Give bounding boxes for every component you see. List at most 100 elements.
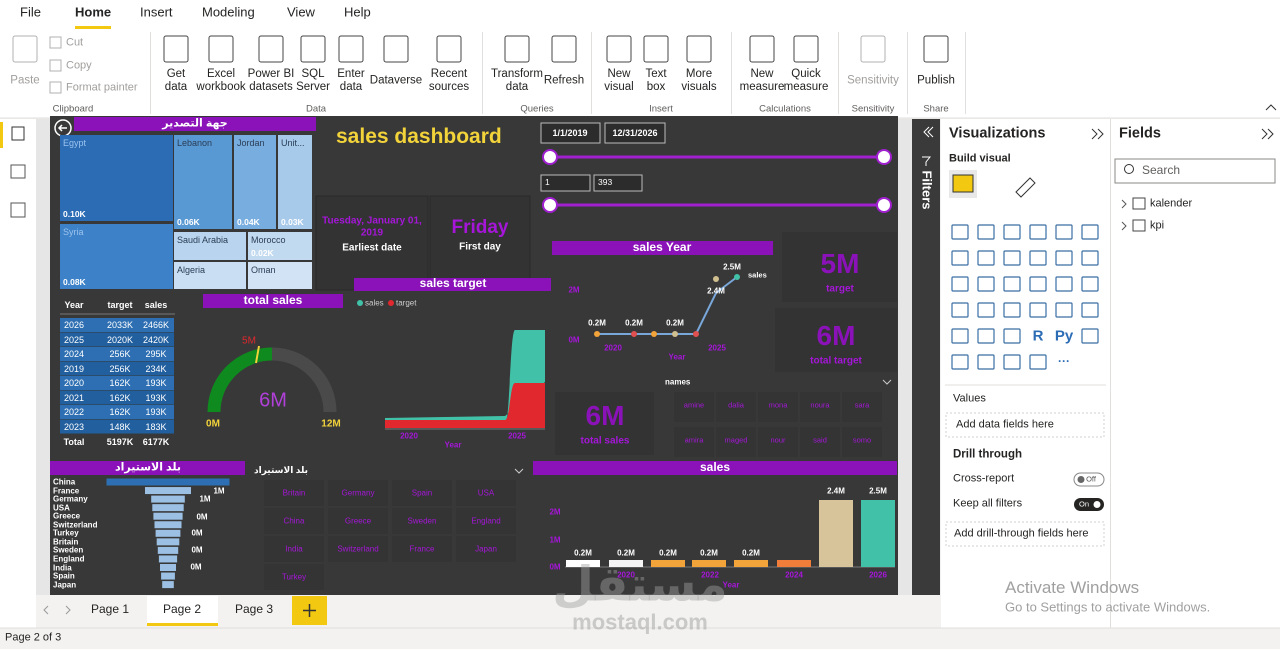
ribbon-button[interactable]: Copy [66,59,92,72]
slicer-tile [328,480,388,506]
expand-kalender[interactable] [1121,199,1127,209]
ribbon-tab[interactable]: View [287,4,315,20]
date-end[interactable]: 12/31/2026 [612,127,658,138]
slicer-item[interactable]: Sweden [407,516,437,526]
active-page-tab[interactable] [147,596,218,624]
slicer-chevron[interactable] [514,468,524,474]
slicer-item[interactable]: China [283,516,305,526]
slicer-item[interactable]: France [409,544,435,554]
slicer-item[interactable]: noura [810,400,830,410]
ribbon-button[interactable]: Enter data [337,67,365,93]
next-page[interactable] [65,605,71,615]
ribbon-button[interactable]: Sensitivity [847,74,899,87]
report-view-icon[interactable] [11,126,25,141]
data-view-icon[interactable] [10,164,26,179]
slicer-item[interactable]: dalia [728,400,744,410]
ribbon-button[interactable]: Quick measure [783,67,829,93]
fields-collapse-2[interactable] [1267,128,1274,140]
ribbon-button[interactable]: Excel workbook [196,67,246,93]
slicer-item[interactable]: mona [768,400,788,410]
date-start[interactable]: 1/1/2019 [552,127,588,138]
ribbon-button[interactable]: New measure [739,67,785,93]
filters-expand-2[interactable] [927,126,934,138]
table-row [60,376,174,390]
expand-kpi[interactable] [1121,221,1127,231]
slicer-item[interactable]: India [285,544,303,554]
ribbon-tab[interactable]: Modeling [202,4,255,20]
ribbon-button[interactable]: Text box [645,67,667,93]
well-placeholder[interactable]: Add data fields here [956,418,1054,431]
ribbon-tab[interactable]: File [20,4,41,20]
field-table[interactable]: kalender [1150,197,1193,210]
slicer-item[interactable]: Turkey [281,572,307,582]
format-visual-icon[interactable] [1015,177,1036,198]
number-box[interactable] [593,174,643,192]
ribbon-button[interactable]: Publish [917,74,955,87]
slicer-item[interactable]: maged [724,435,748,445]
slicer-item[interactable]: said [813,435,827,445]
prev-page[interactable] [43,605,49,615]
slicer-item[interactable]: somo [852,435,872,445]
ribbon-button[interactable]: Get data [164,67,188,93]
drill-well[interactable] [945,521,1105,547]
ribbon-button[interactable]: Transform data [491,67,543,93]
filters-title[interactable]: Filters [919,170,935,210]
tile-value: 0.10K [63,209,86,220]
ribbon-button[interactable]: Refresh [543,74,585,87]
visual-icon-text[interactable]: ··· [1058,354,1070,369]
slicer-item[interactable]: USA [477,488,495,498]
slider-handle[interactable] [876,197,892,213]
values-well[interactable] [945,412,1105,438]
filters-strip[interactable] [912,119,940,595]
search-placeholder[interactable]: Search [1142,163,1181,178]
field-table[interactable]: kpi [1150,219,1165,232]
ribbon-button[interactable]: Dataverse [369,74,423,87]
slicer-chevron[interactable] [882,379,892,385]
number-box[interactable] [540,174,591,192]
well-placeholder[interactable]: Add drill-through fields here [954,527,1089,540]
point-label: 0.2M [588,318,606,328]
slider-handle[interactable] [542,197,558,213]
ribbon-button[interactable]: New visual [604,67,634,93]
page-tab[interactable]: Page 1 [90,602,130,617]
slicer-item[interactable]: Germany [341,488,375,498]
slicer-item[interactable]: Britain [282,488,306,498]
slicer-item[interactable]: nour [770,435,786,445]
date-box[interactable] [604,122,666,144]
visual-icon-text[interactable]: R [1032,327,1044,345]
ribbon-tab[interactable]: Home [75,4,112,20]
ribbon-button[interactable]: SQL Server [296,67,330,93]
date-box[interactable] [540,122,601,144]
slicer-item[interactable]: England [471,516,501,526]
slicer-item[interactable]: sara [854,400,870,410]
funnel-category: France [53,485,80,495]
ribbon-tab[interactable]: Help [344,4,371,20]
card [782,232,897,302]
slicer-item[interactable]: Spain [411,488,433,498]
slider-handle[interactable] [542,149,558,165]
ribbon-button[interactable]: More visuals [681,67,717,93]
viz-collapse[interactable] [1091,128,1098,140]
ribbon-button[interactable]: Power BI datasets [247,67,295,93]
number-min[interactable]: 1 [545,177,550,188]
ribbon-button[interactable]: Recent sources [428,67,470,93]
slicer-item[interactable]: Greece [344,516,372,526]
fields-collapse[interactable] [1261,128,1268,140]
model-view-icon[interactable] [10,202,26,218]
page-tab[interactable]: Page 2 [162,602,202,617]
ribbon-button[interactable]: Cut [66,36,84,49]
ribbon-tab[interactable]: Insert [140,4,173,20]
slicer-item[interactable]: Japan [475,544,497,554]
filters-expand[interactable] [923,126,930,138]
slicer-item[interactable]: amine [683,400,705,410]
ribbon-button[interactable]: Paste [10,74,40,87]
viz-collapse-2[interactable] [1097,128,1104,140]
visual-icon-text[interactable]: Py [1054,327,1074,345]
slicer-item[interactable]: Switzerland [337,544,379,554]
slicer-item[interactable]: amira [684,435,704,445]
slider-handle[interactable] [876,149,892,165]
fields-search-box[interactable] [1114,158,1276,184]
ribbon-button[interactable]: Format painter [66,81,138,94]
number-max[interactable]: 393 [598,177,613,188]
page-tab[interactable]: Page 3 [234,602,274,617]
